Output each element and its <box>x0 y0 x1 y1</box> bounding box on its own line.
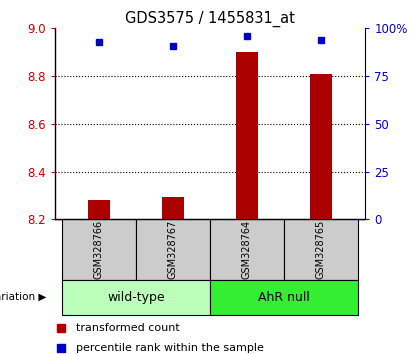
Text: GSM328766: GSM328766 <box>94 220 104 279</box>
Text: transformed count: transformed count <box>76 323 180 333</box>
Bar <box>88 200 110 219</box>
Text: genotype/variation ▶: genotype/variation ▶ <box>0 292 46 302</box>
Bar <box>162 197 184 219</box>
Text: GSM328764: GSM328764 <box>242 220 252 279</box>
Title: GDS3575 / 1455831_at: GDS3575 / 1455831_at <box>125 11 295 27</box>
Bar <box>136 219 210 280</box>
Bar <box>62 280 210 315</box>
Bar <box>62 219 136 280</box>
Text: GSM328767: GSM328767 <box>168 220 178 279</box>
Text: GSM328765: GSM328765 <box>316 220 326 279</box>
Text: wild-type: wild-type <box>107 291 165 304</box>
Bar <box>210 280 358 315</box>
Bar <box>284 219 358 280</box>
Bar <box>210 219 284 280</box>
Bar <box>236 52 258 219</box>
Text: percentile rank within the sample: percentile rank within the sample <box>76 343 264 353</box>
Bar <box>310 74 332 219</box>
Text: AhR null: AhR null <box>258 291 310 304</box>
